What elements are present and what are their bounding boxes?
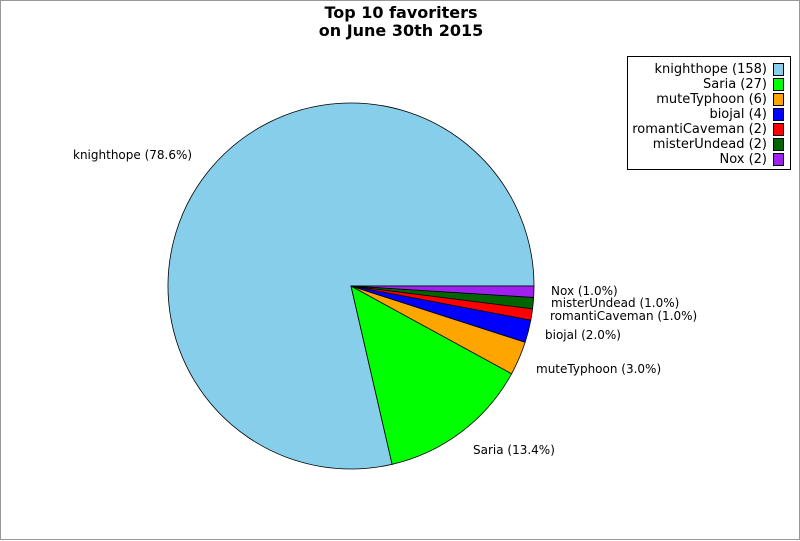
slice-label-nox: Nox (1.0%) xyxy=(551,284,618,298)
legend-item-romanticaveman: romantiCaveman (2) xyxy=(632,121,784,137)
legend-label: Nox (2) xyxy=(719,151,767,167)
legend-item-biojal: biojal (4) xyxy=(709,106,784,122)
legend-label: biojal (4) xyxy=(709,106,767,122)
legend-swatch xyxy=(773,107,784,121)
legend-swatch xyxy=(773,92,784,106)
legend-label: knighthope (158) xyxy=(654,61,768,77)
legend-swatch xyxy=(773,77,784,91)
legend-item-knighthope: knighthope (158) xyxy=(654,61,784,77)
legend-label: muteTyphoon (6) xyxy=(656,91,767,107)
slice-label-saria: Saria (13.4%) xyxy=(473,443,555,457)
legend-label: misterUndead (2) xyxy=(652,136,767,152)
legend-label: romantiCaveman (2) xyxy=(632,121,767,137)
legend-item-saria: Saria (27) xyxy=(703,76,784,92)
pie-slice-nox xyxy=(350,285,535,298)
chart-title-line-2: on June 30th 2015 xyxy=(318,21,484,40)
slice-label-misterundead: misterUndead (1.0%) xyxy=(551,296,679,310)
legend-swatch xyxy=(773,62,784,76)
chart-title: Top 10 favoriters on June 30th 2015 xyxy=(1,4,800,40)
legend-item-nox: Nox (2) xyxy=(719,151,784,167)
legend-item-misterundead: misterUndead (2) xyxy=(653,136,784,152)
legend-swatch xyxy=(773,137,784,151)
slice-label-knighthope: knighthope (78.6%) xyxy=(73,148,192,162)
pie-slice-saria xyxy=(350,285,513,465)
legend-swatch xyxy=(773,152,784,166)
slice-label-mutetyphoon: muteTyphoon (3.0%) xyxy=(536,362,661,376)
legend-label: Saria (27) xyxy=(703,76,767,92)
slice-label-romanticaveman: romantiCaveman (1.0%) xyxy=(550,309,697,323)
slice-label-biojal: biojal (2.0%) xyxy=(545,328,621,342)
chart-title-line-1: Top 10 favoriters xyxy=(324,3,478,22)
legend-item-mutetyphoon: muteTyphoon (6) xyxy=(656,91,784,107)
legend: knighthope (158) Saria (27) muteTyphoon (6… xyxy=(627,56,791,170)
legend-swatch xyxy=(773,122,784,136)
